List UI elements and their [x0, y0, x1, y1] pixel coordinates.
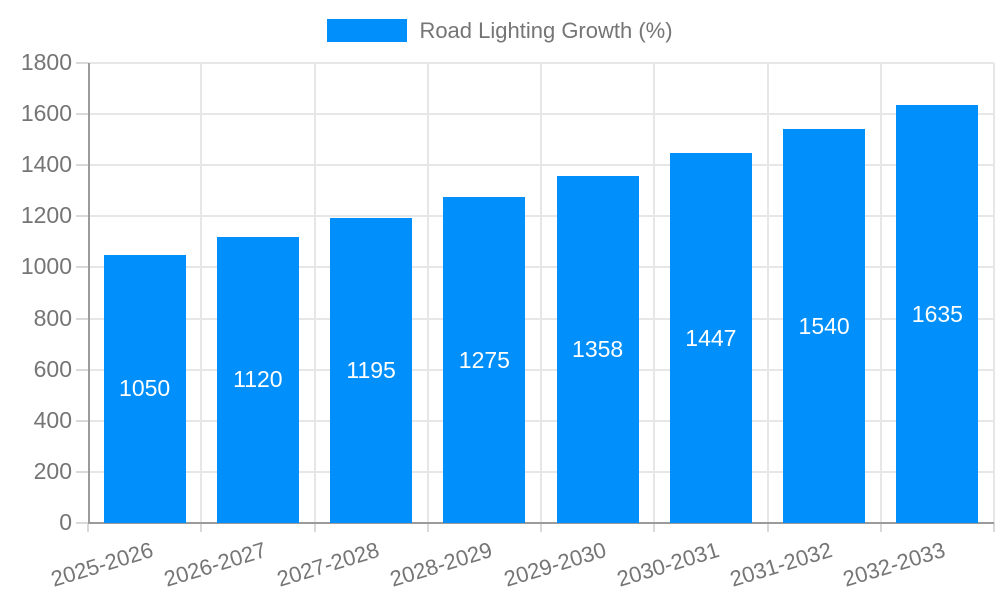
y-axis-tick-label: 400 [33, 406, 72, 433]
bar-value-label: 1195 [346, 356, 396, 383]
v-gridline [993, 63, 995, 523]
y-axis-tick-label: 1600 [20, 100, 72, 127]
v-gridline [879, 63, 882, 523]
y-axis-tick [76, 164, 88, 167]
x-axis-baseline [88, 522, 994, 524]
v-gridline [200, 63, 203, 523]
x-axis-tick [200, 523, 203, 532]
y-axis-tick-label: 1000 [20, 253, 72, 280]
legend[interactable]: Road Lighting Growth (%) [0, 18, 1000, 43]
y-axis-tick [76, 113, 88, 116]
legend-label: Road Lighting Growth (%) [419, 18, 673, 43]
x-axis-tick [540, 523, 542, 532]
x-axis-tick [426, 523, 429, 532]
bar[interactable]: 1275 [443, 197, 526, 523]
y-axis-tick [76, 368, 88, 371]
bar-value-label: 1358 [572, 335, 624, 362]
bar-value-label: 1120 [233, 366, 283, 393]
v-gridline [313, 63, 316, 523]
y-axis-tick [76, 470, 88, 473]
y-axis-tick [76, 522, 88, 524]
bar-value-label: 1447 [685, 324, 737, 351]
bar[interactable]: 1540 [783, 129, 866, 523]
bar[interactable]: 1195 [330, 217, 413, 523]
x-axis-tick [87, 523, 89, 532]
x-axis-tick [653, 523, 656, 532]
bar-value-label: 1050 [119, 375, 171, 402]
y-axis-tick [76, 215, 88, 218]
y-axis-tick [76, 317, 88, 320]
y-axis-tick [76, 266, 88, 269]
y-axis-tick-label: 600 [33, 355, 72, 382]
y-axis-tick-label: 0 [59, 509, 72, 535]
bar[interactable]: 1447 [669, 153, 752, 523]
bar[interactable]: 1635 [896, 105, 979, 523]
x-axis-tick [313, 523, 316, 532]
bar[interactable]: 1120 [216, 236, 299, 523]
bar[interactable]: 1050 [103, 254, 186, 523]
y-axis-tick [76, 419, 88, 422]
y-axis-tick-label: 1200 [20, 202, 72, 229]
x-axis-tick [879, 523, 882, 532]
v-gridline [426, 63, 429, 523]
v-gridline [766, 63, 769, 523]
bar-value-label: 1540 [798, 312, 850, 339]
y-axis-tick-label: 1400 [20, 151, 72, 178]
x-axis-tick [993, 523, 995, 532]
x-axis-tick [766, 523, 769, 532]
bar-value-label: 1275 [458, 346, 510, 373]
y-axis-tick-label: 1800 [20, 49, 72, 75]
bar-value-label: 1635 [911, 300, 963, 327]
v-gridline [540, 63, 542, 523]
v-gridline [653, 63, 656, 523]
y-axis-tick [76, 62, 88, 64]
y-axis-line [88, 63, 90, 523]
y-axis-tick-label: 200 [33, 457, 72, 484]
y-axis-tick-label: 800 [33, 304, 72, 331]
bar[interactable]: 1358 [556, 175, 639, 523]
legend-swatch [327, 19, 408, 42]
